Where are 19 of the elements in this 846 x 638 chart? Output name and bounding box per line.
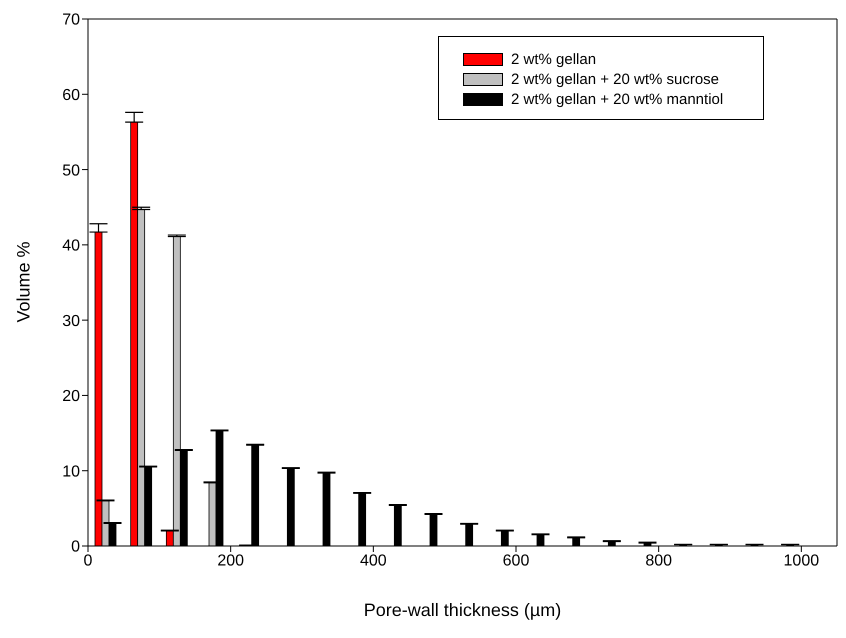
- legend-label: 2 wt% gellan + 20 wt% sucrose: [511, 70, 720, 88]
- y-tick-label: 50: [62, 162, 80, 180]
- legend-label: 2 wt% gellan + 20 wt% manntiol: [511, 90, 724, 108]
- y-tick-label: 70: [62, 12, 80, 29]
- y-tick-label: 0: [71, 538, 80, 556]
- x-tick-label: 600: [502, 552, 530, 570]
- legend-label: 2 wt% gellan: [511, 50, 596, 68]
- y-tick-label: 60: [62, 86, 80, 104]
- x-tick-label: 400: [360, 552, 387, 570]
- x-tick-label: 200: [217, 552, 244, 570]
- y-axis-title: Volume %: [13, 241, 34, 322]
- x-tick-label: 0: [84, 552, 93, 570]
- x-tick-label: 1000: [784, 552, 820, 570]
- y-tick-label: 10: [62, 463, 80, 480]
- y-tick-label: 40: [62, 238, 80, 255]
- y-tick-label: 30: [62, 312, 80, 330]
- x-axis-title: Pore-wall thickness (µm): [364, 600, 562, 620]
- y-tick-label: 20: [62, 388, 80, 406]
- x-tick-label: 800: [645, 552, 672, 570]
